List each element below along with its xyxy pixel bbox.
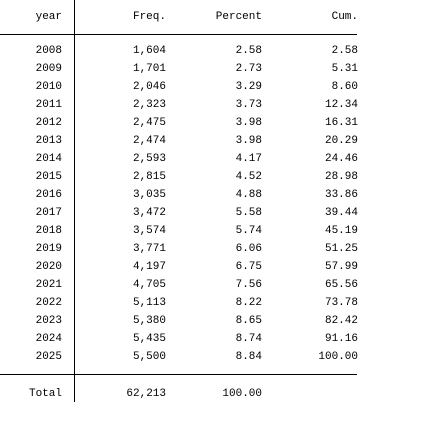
row-label: 2018	[36, 225, 62, 237]
cell: 5.74	[236, 225, 263, 237]
cell: 2.58	[332, 45, 358, 57]
cell: 8.84	[236, 351, 263, 363]
cell: 5,500	[133, 351, 166, 363]
column-header: Percent	[216, 11, 262, 23]
row-label: 2017	[36, 207, 62, 219]
cell: 5.31	[332, 63, 359, 75]
cell: 33.86	[325, 189, 358, 201]
cell: 45.19	[325, 225, 358, 237]
row-label: 2022	[36, 297, 62, 309]
cell: 7.56	[236, 279, 262, 291]
total-cell: 100.00	[222, 388, 262, 400]
cell: 4,705	[133, 279, 166, 291]
row-label: 2008	[36, 45, 62, 57]
cell: 51.25	[325, 243, 358, 255]
cell: 3,574	[133, 225, 166, 237]
row-label: 2024	[36, 333, 63, 345]
cell: 4.88	[236, 189, 262, 201]
cell: 1,701	[133, 63, 166, 75]
cell: 91.16	[325, 333, 358, 345]
cell: 28.98	[325, 171, 358, 183]
row-label: 2009	[36, 63, 62, 75]
cell: 2,046	[133, 81, 166, 93]
cell: 5,380	[133, 315, 166, 327]
cell: 6.06	[236, 243, 262, 255]
row-label: 2012	[36, 117, 62, 129]
row-label: 2019	[36, 243, 62, 255]
cell: 4,197	[133, 261, 166, 273]
cell: 4.17	[236, 153, 262, 165]
cell: 2,475	[133, 117, 166, 129]
cell: 57.99	[325, 261, 358, 273]
cell: 12.34	[325, 99, 358, 111]
cell: 2,815	[133, 171, 166, 183]
cell: 2,474	[133, 135, 166, 147]
cell: 39.44	[325, 207, 358, 219]
cell: 1,604	[133, 45, 166, 57]
cell: 2,323	[133, 99, 166, 111]
cell: 3,035	[133, 189, 166, 201]
row-label: 2010	[36, 81, 62, 93]
row-label: 2015	[36, 171, 62, 183]
cell: 3.98	[236, 117, 262, 129]
cell: 6.75	[236, 261, 262, 273]
cell: 5,435	[133, 333, 166, 345]
cell: 5.58	[236, 207, 262, 219]
cell: 20.29	[325, 135, 358, 147]
total-cell: 62,213	[126, 388, 166, 400]
cell: 5,113	[133, 297, 166, 309]
row-label: 2025	[36, 351, 62, 363]
cell: 8.60	[332, 81, 358, 93]
cell: 8.22	[236, 297, 262, 309]
row-label: 2013	[36, 135, 62, 147]
row-label: 2021	[36, 279, 63, 291]
cell: 3,472	[133, 207, 166, 219]
column-header: Cum.	[332, 11, 358, 23]
row-label: 2011	[36, 99, 63, 111]
row-label: 2020	[36, 261, 62, 273]
row-label: 2016	[36, 189, 62, 201]
cell: 3.73	[236, 99, 262, 111]
cell: 3.29	[236, 81, 262, 93]
cell: 4.52	[236, 171, 262, 183]
cell: 65.56	[325, 279, 358, 291]
cell: 8.65	[236, 315, 262, 327]
column-header: year	[36, 11, 62, 23]
total-label: Total	[29, 388, 62, 400]
cell: 3.98	[236, 135, 262, 147]
row-label: 2023	[36, 315, 62, 327]
cell: 2.73	[236, 63, 262, 75]
cell: 2,593	[133, 153, 166, 165]
cell: 16.31	[325, 117, 358, 129]
cell: 8.74	[236, 333, 263, 345]
cell: 3,771	[133, 243, 166, 255]
row-label: 2014	[36, 153, 63, 165]
cell: 24.46	[325, 153, 358, 165]
column-header: Freq.	[133, 11, 166, 23]
cell: 2.58	[236, 45, 262, 57]
cell: 82.42	[325, 315, 358, 327]
cell: 100.00	[318, 351, 358, 363]
cell: 73.78	[325, 297, 358, 309]
